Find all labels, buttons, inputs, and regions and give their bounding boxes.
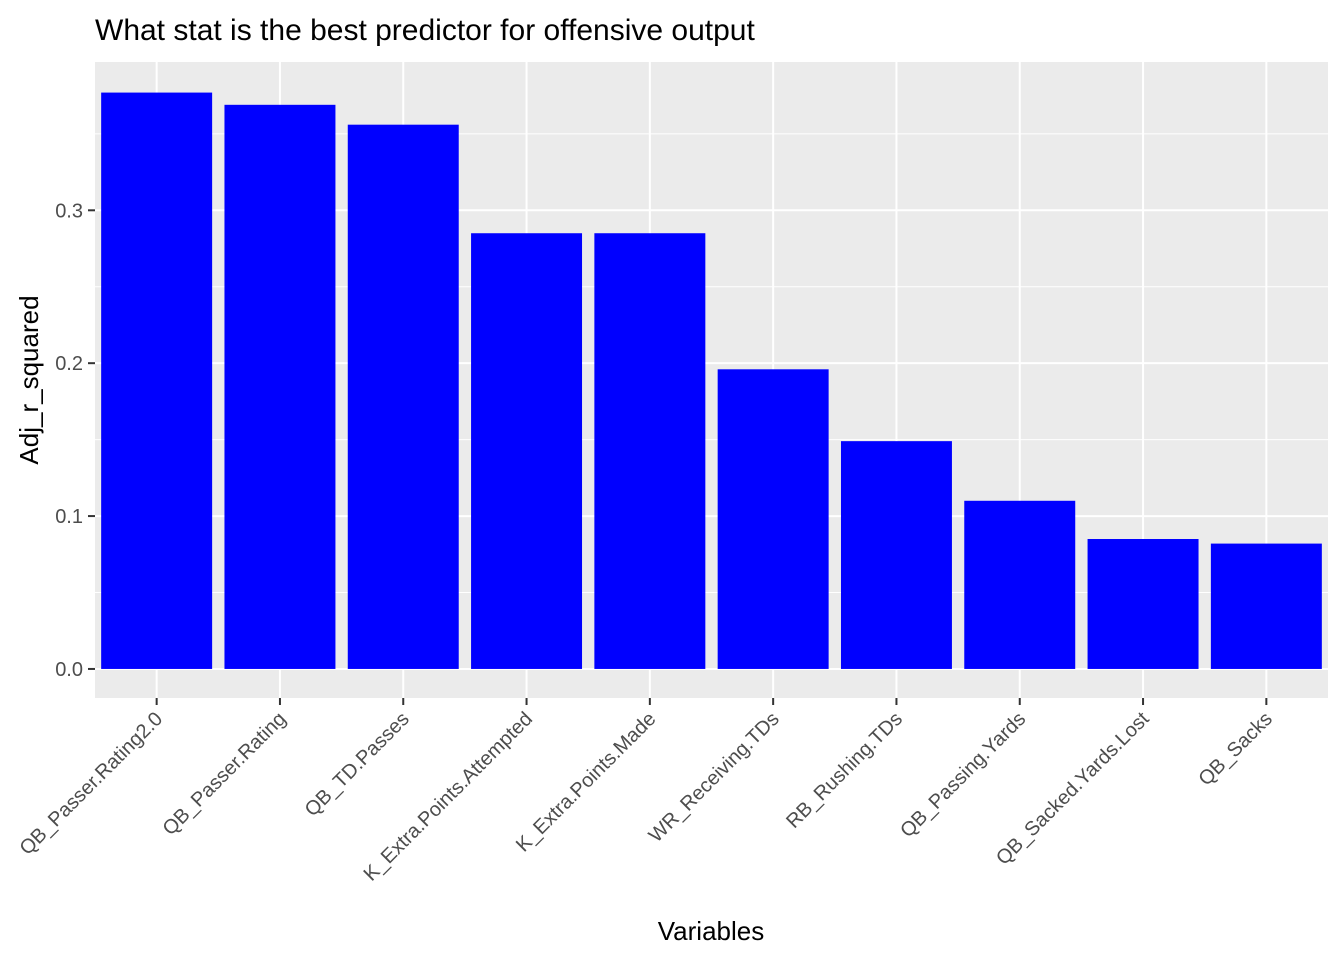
x-tick-label: QB_Passing.Yards <box>896 708 1030 842</box>
y-tick-label: 0.2 <box>55 353 83 375</box>
bar-2 <box>224 104 336 669</box>
bar-9 <box>1087 539 1199 669</box>
bars <box>101 92 1322 669</box>
x-tick-label: QB_Passer.Rating <box>159 708 291 840</box>
bar-10 <box>1210 543 1322 669</box>
bar-3 <box>347 124 459 669</box>
x-tick-label: QB_Passer.Rating2.0 <box>16 708 168 860</box>
x-tick-label: QB_Sacks <box>1195 708 1277 790</box>
y-axis: 0.0 0.1 0.2 0.3 <box>55 200 95 681</box>
bar-8 <box>964 500 1076 669</box>
y-tick-label: 0.3 <box>55 200 83 222</box>
x-tick-label: K_Extra.Points.Made <box>512 708 660 856</box>
x-tick-label: WR_Receiving.TDs <box>645 708 784 847</box>
bar-7 <box>840 441 952 669</box>
bar-1 <box>101 92 213 669</box>
x-tick-label: RB_Rushing.TDs <box>782 708 907 833</box>
bar-6 <box>717 369 829 669</box>
y-axis-title: Adj_r_squared <box>14 295 44 464</box>
y-tick-label: 0.1 <box>55 506 83 528</box>
chart-title: What stat is the best predictor for offe… <box>95 14 755 47</box>
y-tick-label: 0.0 <box>55 659 83 681</box>
x-tick-label: QB_TD.Passes <box>301 708 414 821</box>
bar-5 <box>594 233 706 669</box>
x-axis: QB_Passer.Rating2.0QB_Passer.Rating QB_TD… <box>16 698 1277 885</box>
x-axis-title: Variables <box>658 916 764 946</box>
bar-4 <box>471 233 583 669</box>
